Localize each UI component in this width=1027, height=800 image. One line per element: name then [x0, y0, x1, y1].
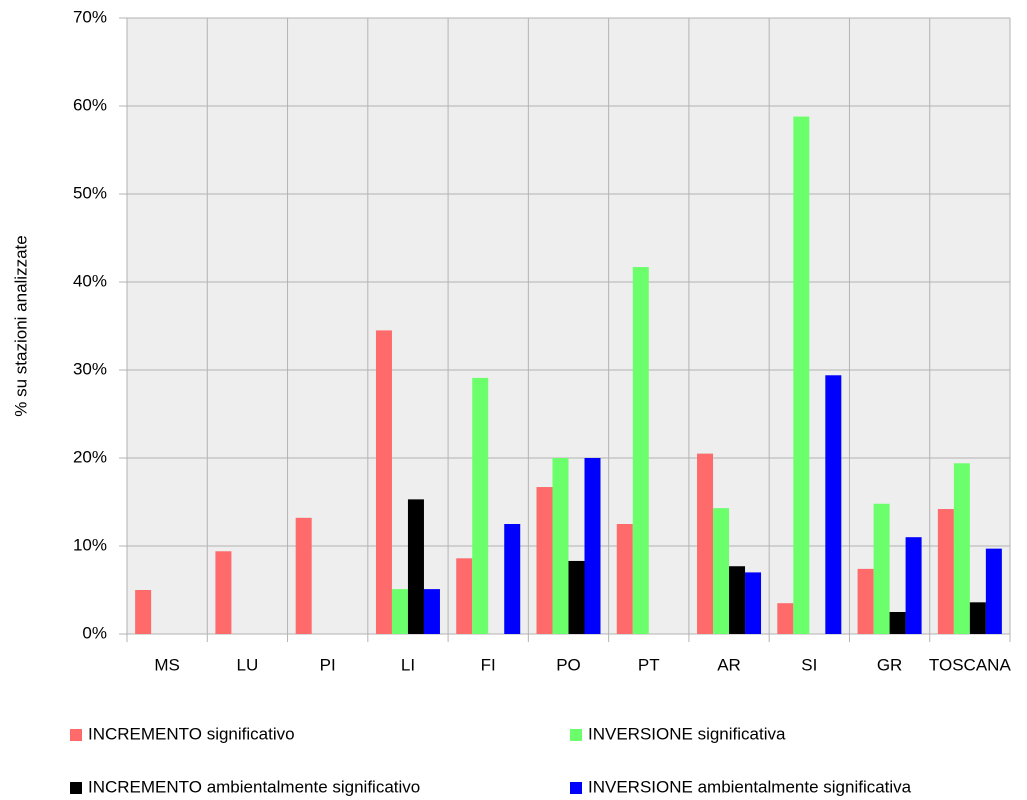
bar: [953, 463, 970, 634]
y-tick-label: 0%: [82, 623, 107, 642]
x-tick-label: LI: [401, 655, 415, 674]
legend-swatch: [570, 782, 582, 794]
y-tick-label: 10%: [73, 535, 107, 554]
bar: [857, 568, 874, 634]
legend-label: INVERSIONE ambientalmente significativa: [588, 777, 912, 796]
y-axis-label: % su stazioni analizzate: [11, 235, 30, 416]
bar: [536, 487, 553, 634]
legend-label: INCREMENTO significativo: [88, 724, 295, 743]
bar: [215, 551, 232, 634]
bar: [825, 375, 842, 634]
bar: [472, 377, 489, 634]
x-tick-label: PI: [320, 655, 336, 674]
bar: [777, 603, 794, 634]
x-tick-label: GR: [877, 655, 903, 674]
bar: [873, 503, 890, 634]
legend-swatch: [570, 729, 582, 741]
x-tick-label: PT: [638, 655, 660, 674]
legend-label: INVERSIONE significativa: [588, 724, 786, 743]
bar: [969, 602, 986, 634]
bar: [135, 590, 152, 634]
bar: [423, 589, 440, 634]
y-tick-label: 20%: [73, 447, 107, 466]
x-tick-label: PO: [556, 655, 581, 674]
legend-label: INCREMENTO ambientalmente significativo: [88, 777, 420, 796]
bar: [407, 499, 424, 634]
y-tick-label: 70%: [73, 7, 107, 26]
x-tick-label: AR: [717, 655, 741, 674]
y-tick-label: 40%: [73, 271, 107, 290]
bar: [745, 572, 762, 634]
legend-swatch: [70, 729, 82, 741]
bar: [504, 524, 521, 634]
x-tick-label: TOSCANA: [929, 655, 1012, 674]
bar: [616, 524, 633, 634]
y-tick-label: 30%: [73, 359, 107, 378]
bar: [905, 537, 922, 634]
bar: [632, 267, 649, 634]
bar: [584, 458, 601, 634]
legend-swatch: [70, 782, 82, 794]
bar: [937, 509, 954, 634]
bar: [456, 558, 473, 634]
x-tick-label: FI: [481, 655, 496, 674]
bar: [889, 612, 906, 634]
y-tick-label: 50%: [73, 183, 107, 202]
bar: [391, 589, 408, 634]
bar: [729, 566, 746, 634]
bar: [552, 458, 569, 634]
bar: [793, 116, 810, 634]
x-tick-label: MS: [154, 655, 180, 674]
bar: [697, 453, 714, 634]
bar: [295, 517, 312, 634]
y-tick-label: 60%: [73, 95, 107, 114]
x-tick-label: LU: [237, 655, 259, 674]
bar: [568, 560, 585, 634]
bar: [713, 508, 730, 634]
x-tick-label: SI: [801, 655, 817, 674]
bar: [985, 548, 1002, 634]
bar: [375, 330, 392, 634]
